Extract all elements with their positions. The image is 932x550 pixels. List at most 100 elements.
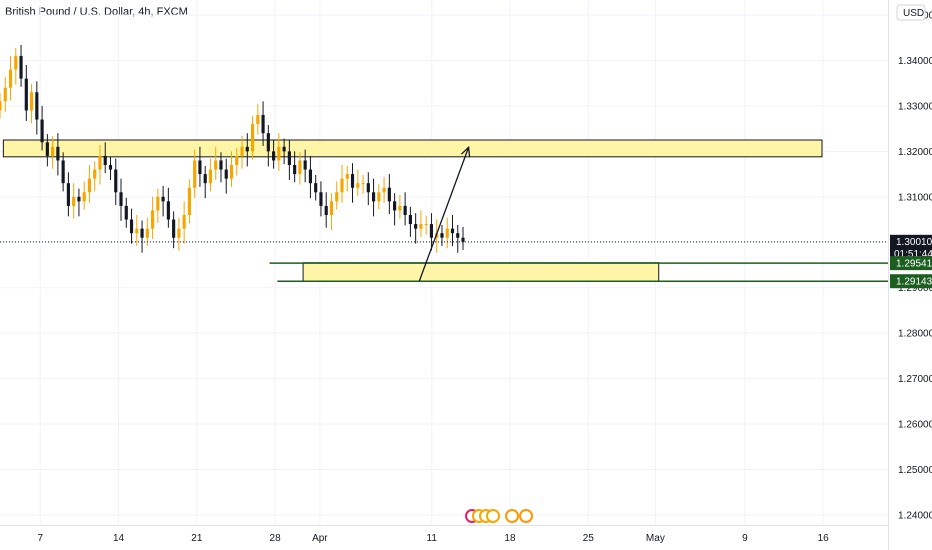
candle-body — [82, 192, 86, 202]
candle-body — [77, 196, 81, 202]
candle-body — [382, 187, 386, 193]
x-tick-label: 14 — [113, 533, 125, 544]
support-resistance-zone — [302, 262, 660, 282]
candle-body — [108, 165, 113, 170]
candle-body — [182, 215, 186, 229]
candle-body — [240, 146, 244, 156]
y-tick-label: 1.28000 — [898, 329, 932, 340]
economic-event-icon — [519, 509, 533, 523]
x-tick-label: Apr — [312, 533, 328, 544]
candle-body — [235, 155, 239, 165]
candle-body — [0, 101, 2, 111]
candle-body — [135, 228, 139, 234]
candle-body — [266, 133, 270, 152]
candle-body — [393, 201, 397, 211]
candle-body — [208, 169, 213, 184]
candle-body — [319, 192, 323, 206]
candle-body — [156, 196, 160, 211]
candle-body — [119, 192, 123, 206]
candle-body — [366, 183, 370, 193]
current-price-label: 1.30010 — [896, 237, 932, 248]
candle-body — [345, 174, 349, 179]
candle-body — [335, 192, 339, 202]
x-tick-label: 9 — [742, 533, 748, 544]
economic-event-icon — [505, 509, 519, 523]
candle-body — [145, 228, 149, 238]
candle-body — [45, 142, 49, 156]
candle-body — [350, 174, 355, 188]
candle-body — [450, 228, 455, 234]
candle-body — [187, 187, 191, 215]
candle-body — [114, 169, 118, 193]
candle-body — [371, 192, 376, 202]
projection-arrow — [418, 147, 470, 282]
candle-body — [214, 160, 218, 170]
x-tick-label: 25 — [583, 533, 595, 544]
y-tick-label: 1.25000 — [898, 465, 932, 476]
candle-body — [229, 165, 234, 179]
x-tick-label: 18 — [504, 533, 516, 544]
candle-body — [29, 92, 34, 111]
candle-body — [66, 183, 70, 206]
candle-body — [19, 55, 23, 79]
candle-body — [308, 169, 313, 184]
candle-body — [356, 183, 360, 188]
candle-body — [56, 146, 60, 161]
x-tick-label: May — [646, 533, 665, 544]
candle-body — [314, 183, 318, 193]
candle-body — [151, 210, 155, 229]
candle-body — [140, 228, 144, 238]
level-price-label: 1.29143 — [896, 277, 932, 288]
candle-body — [40, 119, 44, 143]
y-tick-label: 1.34000 — [898, 56, 932, 67]
candle-body — [282, 146, 286, 152]
level-price-label: 1.29541 — [896, 259, 932, 270]
candle-body — [166, 201, 170, 220]
candle-body — [161, 196, 165, 202]
candle-body — [329, 201, 334, 215]
arrow-head — [460, 145, 471, 158]
candle-body — [440, 233, 444, 238]
candle-body — [424, 224, 428, 226]
candle-body — [61, 160, 65, 184]
x-tick-label: 21 — [191, 533, 203, 544]
candle-body — [298, 160, 302, 175]
candle-body — [14, 55, 18, 70]
candle-body — [224, 169, 228, 179]
candle-body — [93, 169, 97, 179]
candle-body — [287, 151, 291, 165]
x-tick-label: 16 — [818, 533, 830, 544]
candle-body — [414, 224, 418, 229]
candle-body — [8, 69, 13, 88]
candle-body — [3, 87, 7, 102]
candle-body — [24, 78, 28, 111]
y-tick-label: 1.33000 — [898, 101, 932, 112]
candle-body — [198, 160, 202, 175]
candle-body — [324, 205, 328, 215]
candle-body — [419, 224, 423, 229]
candle-body — [456, 233, 460, 238]
candle-body — [219, 160, 223, 170]
y-tick-label: 1.31000 — [898, 192, 932, 203]
level-price-badge — [890, 274, 932, 289]
candle-body — [387, 187, 391, 202]
candle-body — [193, 160, 197, 188]
candle-body — [461, 237, 465, 242]
candle-body — [98, 155, 102, 170]
candle-body — [293, 165, 297, 175]
currency-badge — [896, 4, 926, 21]
currency-label: USD — [903, 8, 924, 19]
y-tick-label: 1.27000 — [898, 374, 932, 385]
candle-body — [203, 174, 207, 184]
economic-event-icon — [486, 509, 500, 523]
candle-body — [35, 92, 39, 120]
candle-body — [445, 228, 449, 238]
candle-body — [403, 205, 407, 215]
candle-body — [245, 146, 249, 152]
candle-body — [256, 115, 260, 125]
candle-body — [340, 178, 344, 193]
candle-body — [303, 160, 307, 170]
candle-body — [408, 215, 412, 225]
candle-body — [398, 205, 402, 211]
